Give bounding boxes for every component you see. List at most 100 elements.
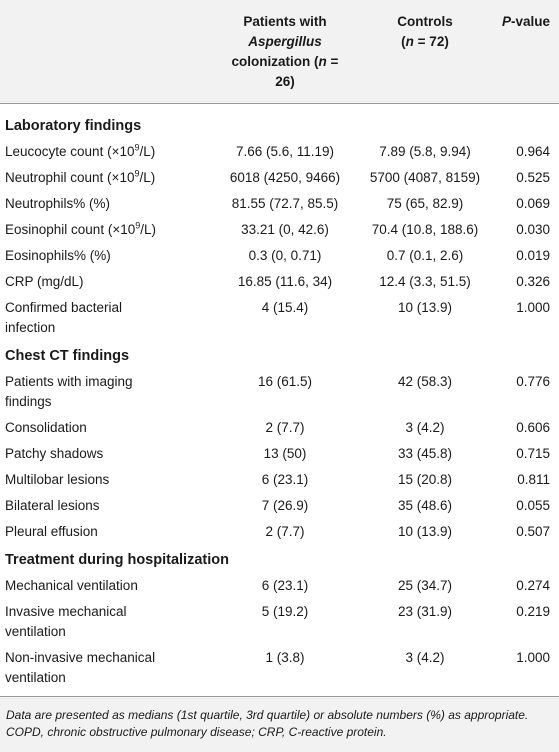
row-label: Pleural effusion: [0, 519, 215, 545]
cell-pvalue: 0.019: [495, 243, 559, 269]
cell-pvalue: 1.000: [495, 295, 559, 341]
cell-pvalue: 0.069: [495, 191, 559, 217]
row-label: Neutrophil count (×109/L): [0, 165, 215, 191]
cell-patients: 6 (23.1): [215, 467, 355, 493]
cell-patients: 1 (3.8): [215, 645, 355, 697]
row-label-text: Neutrophil count (×10: [5, 170, 134, 185]
cell-patients: 6018 (4250, 9466): [215, 165, 355, 191]
table-row: Non-invasive mechanical ventilation 1 (3.8…: [0, 645, 559, 697]
row-label: Mechanical ventilation: [0, 573, 215, 599]
cell-patients: 16 (61.5): [215, 369, 355, 415]
row-label-text: Eosinophils% (%): [5, 248, 111, 263]
cell-controls: 23 (31.9): [355, 599, 495, 645]
section-title: Treatment during hospitalization: [0, 545, 559, 573]
cell-controls: 3 (4.2): [355, 415, 495, 441]
row-label-text: Non-invasive mechanical: [5, 650, 155, 665]
cell-pvalue: 0.219: [495, 599, 559, 645]
row-label: Non-invasive mechanical ventilation: [0, 645, 215, 697]
cell-controls: 35 (48.6): [355, 493, 495, 519]
cell-pvalue: 0.507: [495, 519, 559, 545]
section-header-row: Laboratory findings: [0, 104, 559, 140]
section-title: Laboratory findings: [0, 104, 559, 140]
cell-pvalue: 0.715: [495, 441, 559, 467]
cell-patients: 16.85 (11.6, 34): [215, 269, 355, 295]
cell-pvalue: 0.055: [495, 493, 559, 519]
row-label-after: /L): [139, 170, 155, 185]
section-header-row: Chest CT findings: [0, 341, 559, 369]
header-patients-line3-pre: colonization (: [232, 54, 319, 69]
cell-patients: 2 (7.7): [215, 415, 355, 441]
cell-pvalue: 1.000: [495, 645, 559, 697]
table-row: Neutrophil count (×109/L)6018 (4250, 946…: [0, 165, 559, 191]
cell-patients: 7.66 (5.6, 11.19): [215, 139, 355, 165]
cell-patients: 7 (26.9): [215, 493, 355, 519]
header-patients: Patients with Aspergillus colonization (…: [215, 0, 355, 104]
row-label-line2: infection: [5, 320, 55, 335]
row-label-text: Bilateral lesions: [5, 498, 100, 513]
header-pvalue: P-value: [495, 0, 559, 104]
row-label-text: Mechanical ventilation: [5, 578, 138, 593]
row-label-text: Leucocyte count (×10: [5, 144, 134, 159]
row-label-text: Multilobar lesions: [5, 472, 109, 487]
header-patients-organism: Aspergillus: [248, 34, 322, 49]
row-label-line2: ventilation: [5, 624, 66, 639]
row-label-text: Eosinophil count (×10: [5, 222, 135, 237]
row-label-text: Patchy shadows: [5, 446, 103, 461]
cell-pvalue: 0.811: [495, 467, 559, 493]
row-label: CRP (mg/dL): [0, 269, 215, 295]
footnote: Data are presented as medians (1st quart…: [0, 697, 559, 752]
table-row: Eosinophil count (×109/L)33.21 (0, 42.6)…: [0, 217, 559, 243]
row-label-text: Neutrophils% (%): [5, 196, 110, 211]
row-label: Eosinophils% (%): [0, 243, 215, 269]
cell-pvalue: 0.606: [495, 415, 559, 441]
header-controls: Controls (n = 72): [355, 0, 495, 104]
cell-controls: 33 (45.8): [355, 441, 495, 467]
header-patients-line1: Patients with: [243, 14, 326, 29]
cell-patients: 2 (7.7): [215, 519, 355, 545]
row-label: Multilobar lesions: [0, 467, 215, 493]
row-label: Patchy shadows: [0, 441, 215, 467]
row-label-after: /L): [139, 144, 155, 159]
row-label-line2: findings: [5, 394, 52, 409]
header-controls-line1: Controls: [397, 14, 453, 29]
row-label-line2: ventilation: [5, 670, 66, 685]
row-label: Leucocyte count (×109/L): [0, 139, 215, 165]
cell-controls: 10 (13.9): [355, 519, 495, 545]
cell-patients: 0.3 (0, 0.71): [215, 243, 355, 269]
cell-controls: 3 (4.2): [355, 645, 495, 697]
row-label-text: CRP (mg/dL): [5, 274, 84, 289]
table-row: Bilateral lesions 7 (26.9)35 (48.6)0.055: [0, 493, 559, 519]
table-row: Pleural effusion 2 (7.7)10 (13.9)0.507: [0, 519, 559, 545]
table-row: Eosinophils% (%)0.3 (0, 0.71)0.7 (0.1, 2…: [0, 243, 559, 269]
cell-patients: 4 (15.4): [215, 295, 355, 341]
header-controls-n: n: [406, 34, 414, 49]
cell-controls: 70.4 (10.8, 188.6): [355, 217, 495, 243]
cell-patients: 5 (19.2): [215, 599, 355, 645]
row-label: Confirmed bacterial infection: [0, 295, 215, 341]
row-label-text: Confirmed bacterial: [5, 300, 122, 315]
table-row: Leucocyte count (×109/L)7.66 (5.6, 11.19…: [0, 139, 559, 165]
cell-pvalue: 0.274: [495, 573, 559, 599]
cell-controls: 25 (34.7): [355, 573, 495, 599]
row-label: Bilateral lesions: [0, 493, 215, 519]
cell-pvalue: 0.964: [495, 139, 559, 165]
cell-controls: 42 (58.3): [355, 369, 495, 415]
header-pvalue-rest: -value: [511, 14, 550, 29]
row-label-text: Pleural effusion: [5, 524, 98, 539]
header-blank: [0, 0, 215, 104]
row-label-after: /L): [140, 222, 156, 237]
footnote-row: Data are presented as medians (1st quart…: [0, 697, 559, 752]
cell-pvalue: 0.525: [495, 165, 559, 191]
section-title: Chest CT findings: [0, 341, 559, 369]
